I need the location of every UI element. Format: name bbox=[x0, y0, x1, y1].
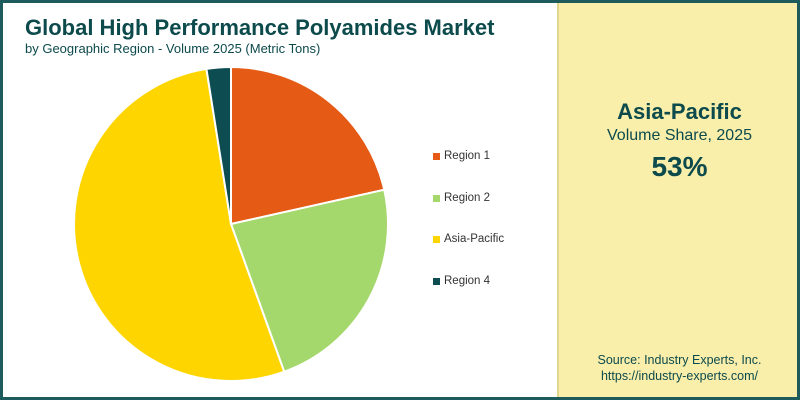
pie-chart bbox=[73, 65, 389, 382]
legend-swatch bbox=[433, 277, 440, 285]
legend-swatch bbox=[433, 194, 440, 202]
pie-slice-region-1 bbox=[230, 65, 386, 226]
legend-label: Region 4 bbox=[444, 274, 491, 287]
pie-slice-asia-pacific bbox=[73, 67, 286, 382]
source-line: Source: Industry Experts, Inc. bbox=[597, 353, 762, 367]
pie-slice-region-2 bbox=[229, 188, 389, 374]
legend-swatch bbox=[433, 236, 440, 243]
highlight-panel: Asia-Pacific Volume Share, 2025 53% Sour… bbox=[557, 3, 797, 397]
legend-item-region-4: Region 4 bbox=[433, 274, 504, 316]
chart-title: Global High Performance Polyamides Marke… bbox=[25, 15, 495, 40]
legend-item-asia-pacific: Asia-Pacific bbox=[433, 232, 504, 274]
source-block: Source: Industry Experts, Inc. https://i… bbox=[559, 352, 797, 384]
highlight-metric: Volume Share, 2025 bbox=[607, 127, 752, 144]
legend-label: Asia-Pacific bbox=[444, 233, 505, 245]
highlight-region: Asia-Pacific bbox=[617, 99, 742, 124]
highlight-value: 53% bbox=[651, 151, 708, 182]
legend-item-region-2: Region 2 bbox=[433, 191, 504, 233]
chart-subtitle: by Geographic Region - Volume 2025 (Metr… bbox=[25, 41, 321, 56]
legend-swatch bbox=[433, 153, 440, 160]
source-url[interactable]: https://industry-experts.com/ bbox=[600, 369, 758, 383]
legend-label: Region 2 bbox=[444, 191, 491, 204]
legend-item-region-1: Region 1 bbox=[433, 149, 504, 191]
chart-legend: Region 1 Region 2 Asia-Pacific Region 4 bbox=[433, 149, 504, 315]
chart-header: Global High Performance Polyamides Marke… bbox=[25, 15, 494, 57]
legend-label: Region 1 bbox=[444, 150, 491, 162]
pie-slice-region-4 bbox=[205, 65, 232, 225]
